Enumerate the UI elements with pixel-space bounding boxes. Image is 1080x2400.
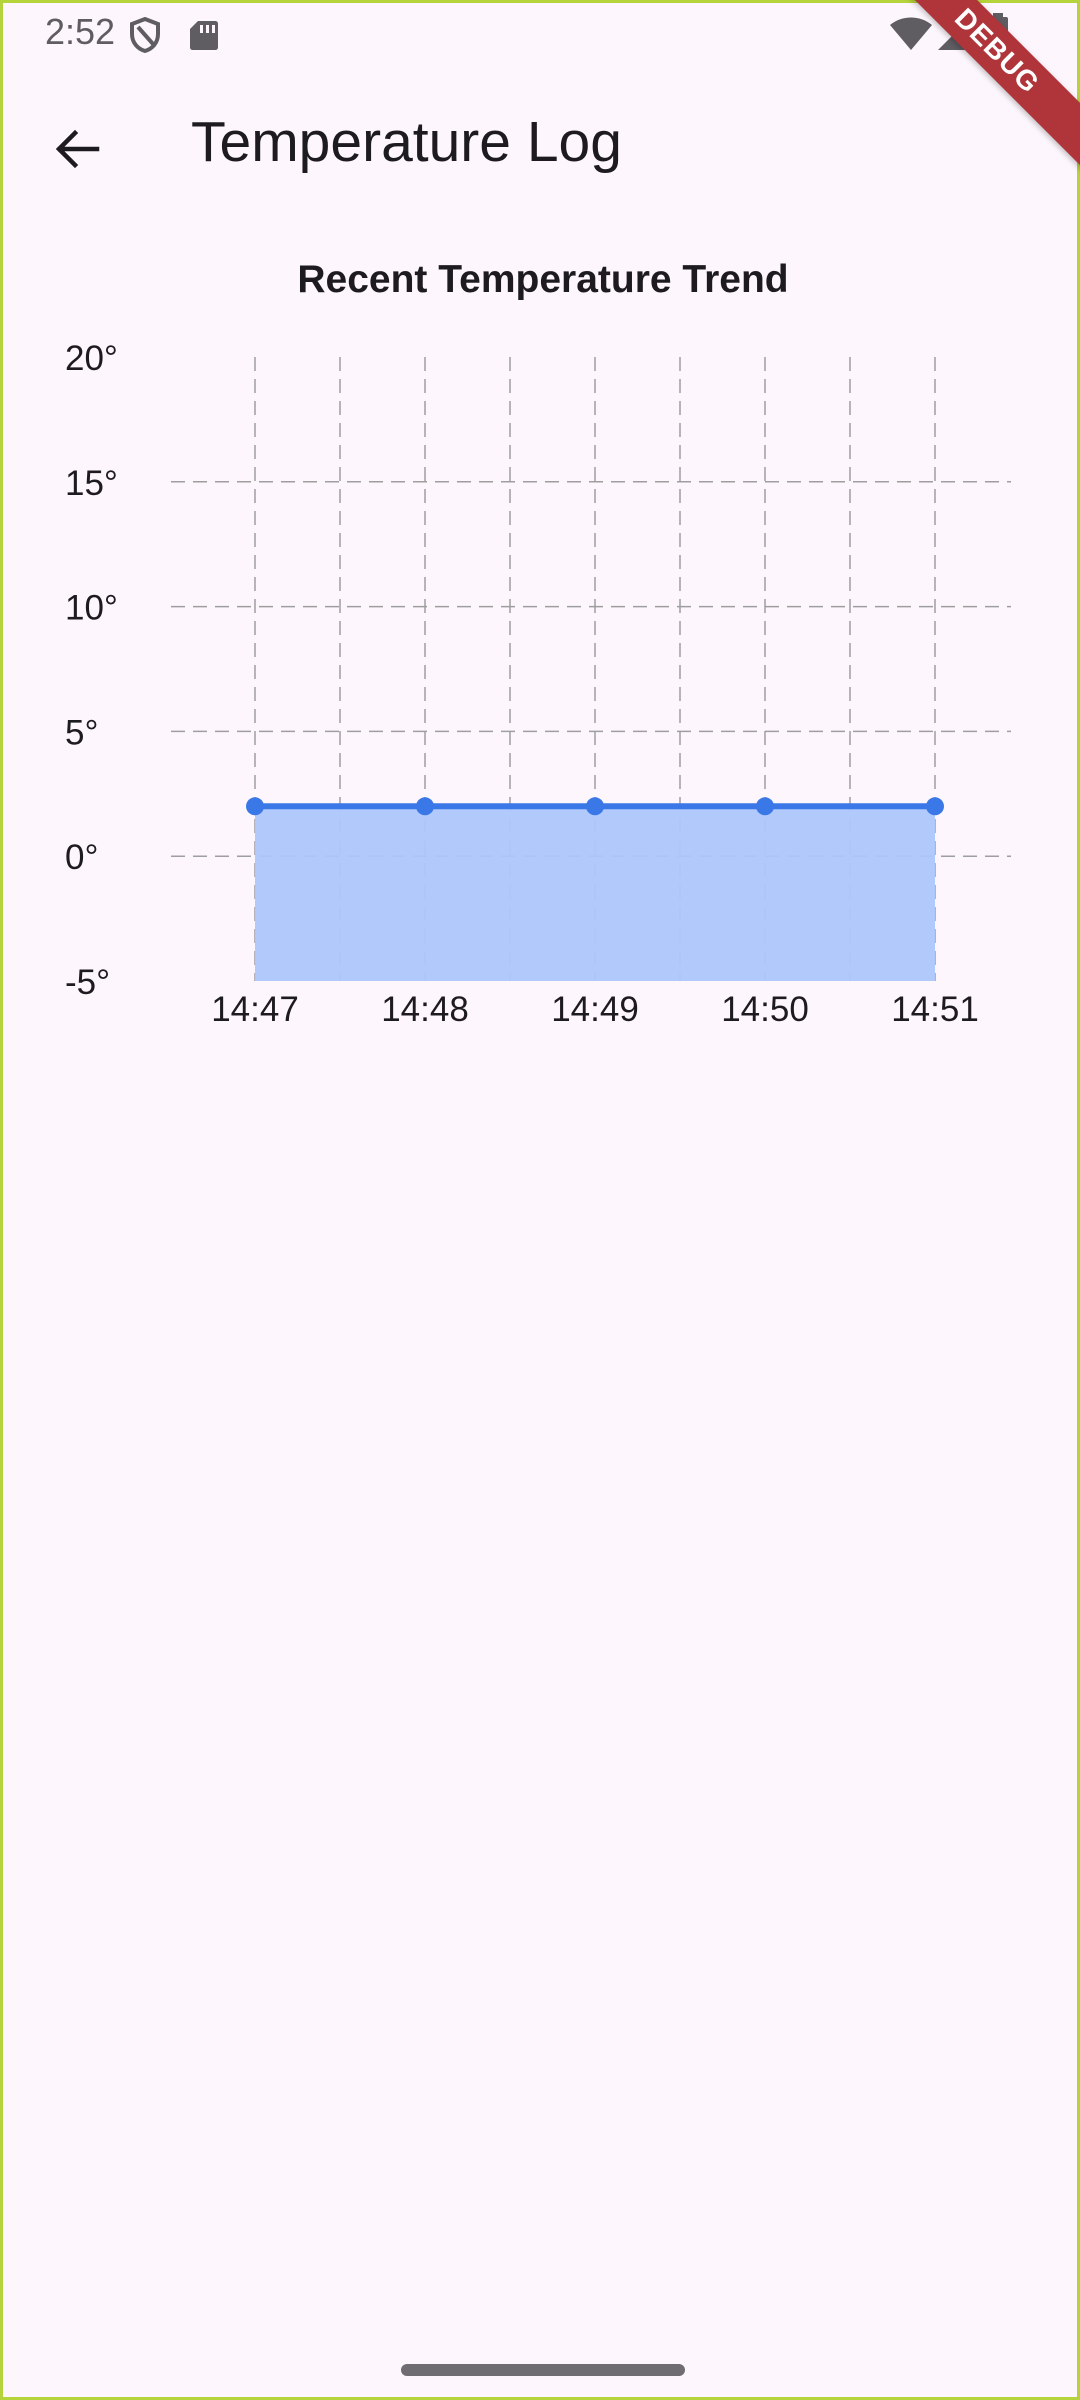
- data-point: [756, 797, 774, 816]
- temperature-chart: -5° 0° 5° 10° 15° 20° 14:47 14:48 14:49 14:50 14:5…: [65, 339, 1011, 1029]
- area-fill: [255, 806, 935, 981]
- y-tick-label: 0°: [65, 838, 98, 877]
- x-tick-label: 14:50: [721, 990, 809, 1029]
- back-button[interactable]: [29, 103, 125, 199]
- x-tick-label: 14:47: [211, 990, 299, 1029]
- sd-card-icon: [189, 19, 219, 56]
- wifi-icon: [889, 17, 933, 56]
- shield-icon: [129, 16, 161, 58]
- status-time: 2:52: [45, 11, 116, 52]
- y-tick-label: 15°: [65, 464, 118, 503]
- navigation-handle[interactable]: [401, 2364, 685, 2376]
- app-bar: Temperature Log: [3, 65, 1080, 213]
- y-tick-label: 20°: [65, 339, 118, 378]
- x-tick-label: 14:49: [551, 990, 639, 1029]
- y-tick-label: 5°: [65, 713, 98, 752]
- data-point: [416, 797, 434, 816]
- y-tick-label: -5°: [65, 963, 110, 1002]
- x-tick-label: 14:51: [891, 990, 979, 1029]
- data-point: [586, 797, 604, 816]
- arrow-back-icon: [53, 125, 101, 178]
- data-point: [246, 797, 264, 816]
- x-tick-label: 14:48: [381, 990, 469, 1029]
- page-title: Temperature Log: [191, 110, 622, 174]
- data-point: [926, 797, 944, 816]
- chart-title: Recent Temperature Trend: [297, 258, 789, 301]
- y-tick-label: 10°: [65, 589, 118, 628]
